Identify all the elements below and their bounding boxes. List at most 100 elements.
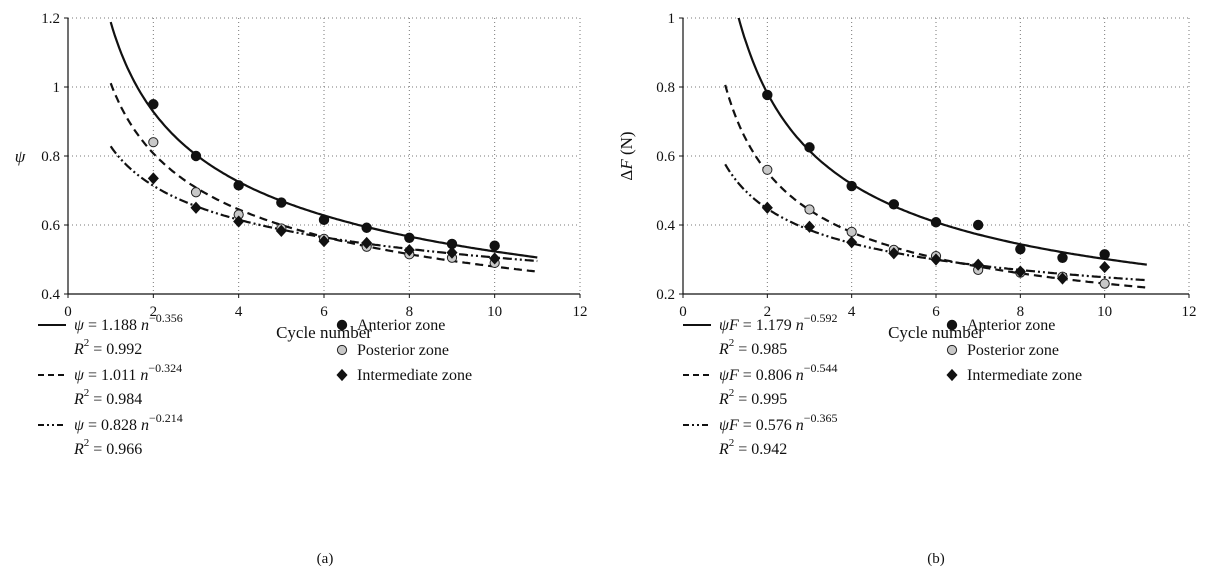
panel-b-point-anterior-zone xyxy=(1057,252,1068,263)
panel-a-point-intermediate-zone xyxy=(489,252,501,265)
panel-b-y-tick-label: 0.6 xyxy=(656,149,675,165)
panel-a-legend-lhs: ψ xyxy=(74,317,85,334)
panel-b-point-anterior-zone xyxy=(762,89,773,101)
panel-b-legend-n: n xyxy=(796,367,804,384)
panel-a-point-intermediate-zone xyxy=(403,244,415,257)
panel-b-point-intermediate-zone xyxy=(761,201,773,214)
panel-b-y-tick-label: 1 xyxy=(668,11,676,27)
panel-b-fit-curve-3 xyxy=(724,163,1147,282)
panel-b-legend-exponent: −0.365 xyxy=(804,411,838,425)
panel-b-legend-series-2: Posterior zone xyxy=(967,342,1059,359)
panel-a-legend-lhs: ψ xyxy=(74,367,85,384)
panel-b-point-anterior-zone xyxy=(1015,243,1026,255)
panel-b-y-tick-label: 0.4 xyxy=(656,218,675,234)
panel-a-y-axis-symbol: ψ xyxy=(15,147,26,166)
panel-b-point-anterior-zone xyxy=(1099,249,1110,260)
panel-b-legend-lhs: ψF xyxy=(719,417,739,434)
panel-a-legend-r2-2: R2 = 0.984 xyxy=(73,387,142,408)
panel-b-point-anterior-zone xyxy=(930,217,942,228)
panel-b-y-axis-delta: Δ xyxy=(617,170,636,181)
panel-a-legend-r-power: 2 xyxy=(84,437,90,449)
panel-b-legend-r2-value: = 0.995 xyxy=(734,391,787,408)
panel-b-x-tick-label: 10 xyxy=(1097,304,1112,320)
panel-a-point-anterior-zone xyxy=(190,150,202,162)
panel-b-point-anterior-zone xyxy=(972,219,984,231)
panel-a-y-tick-label: 1.2 xyxy=(41,11,60,27)
panel-b-legend-r: R xyxy=(718,391,729,408)
panel-a-point-anterior-zone xyxy=(276,197,287,208)
panel-a-legend-r2-3: R2 = 0.966 xyxy=(73,437,142,458)
panel-a-legend-r2-value: = 0.966 xyxy=(89,441,142,458)
panel-a-point-posterior-zone xyxy=(148,137,159,148)
panel-a-y-tick-label: 0.4 xyxy=(41,287,60,303)
panel-b-x-tick-label: 0 xyxy=(679,304,687,320)
panel-a-point-anterior-zone xyxy=(489,240,500,251)
panel-a-legend-n: n xyxy=(141,417,149,434)
panel-a-legend-n: n xyxy=(140,367,148,384)
panel-a-point-intermediate-zone xyxy=(275,224,287,237)
panel-b-legend-exponent: −0.592 xyxy=(804,311,838,325)
panel-a-x-tick-label: 8 xyxy=(406,304,414,320)
panel-a-legend-series-3: Intermediate zone xyxy=(357,367,472,384)
panel-b-point-posterior-zone xyxy=(846,226,857,237)
panel-a-legend-r-power: 2 xyxy=(84,337,90,349)
panel-a-x-axis-title: Cycle number xyxy=(276,323,372,342)
panel-a-legend-series-1: Anterior zone xyxy=(357,317,445,334)
panel-a-x-tick-label: 6 xyxy=(320,304,328,320)
panel-a-x-tick-label: 0 xyxy=(64,304,72,320)
panel-a-legend-equation-1: ψ = 1.188 n−0.356 xyxy=(74,311,183,334)
panel-a-point-intermediate-zone xyxy=(361,236,373,250)
panel-b-legend-r-power: 2 xyxy=(729,387,735,399)
panel-a-point-anterior-zone xyxy=(361,222,372,233)
panel-a-legend-equation-3: ψ = 0.828 n−0.214 xyxy=(74,411,183,434)
panel-b-point-posterior-zone xyxy=(1099,278,1110,289)
panel-b-y-tick-label: 0.8 xyxy=(656,80,675,96)
panel-b-legend-equation-3: ψF = 0.576 n−0.365 xyxy=(719,411,838,434)
panel-b-legend-equation-1: ψF = 1.179 n−0.592 xyxy=(719,311,838,334)
panel-a-point-anterior-zone xyxy=(148,99,159,110)
panel-a-point-intermediate-zone xyxy=(190,201,202,214)
panel-b-legend-r-power: 2 xyxy=(729,437,735,449)
panel-b-legend-series-1: Anterior zone xyxy=(967,317,1055,334)
panel-b-point-intermediate-zone xyxy=(1099,260,1111,274)
panel-a-legend-r2-value: = 0.984 xyxy=(89,391,142,408)
panel-a-x-tick-label: 4 xyxy=(235,304,243,320)
panel-a-x-tick-label: 10 xyxy=(487,304,502,320)
panel-b-x-axis-title: Cycle number xyxy=(888,323,984,342)
panel-b-legend-coef: = 0.806 xyxy=(739,367,796,384)
panel-b-legend-exponent: −0.544 xyxy=(804,361,838,375)
panel-b-point-intermediate-zone xyxy=(888,247,900,260)
panel-b-x-tick-label: 12 xyxy=(1182,304,1197,320)
panel-a-legend-equation-2: ψ = 1.011 n−0.324 xyxy=(74,361,182,384)
panel-b-point-intermediate-zone xyxy=(803,220,816,233)
panel-b-legend-r2-value: = 0.985 xyxy=(734,341,787,358)
panel-b-legend-r2-1: R2 = 0.985 xyxy=(718,337,787,358)
panel-a-legend-r-power: 2 xyxy=(84,387,90,399)
panel-b-x-tick-label: 6 xyxy=(932,304,940,320)
panel-a-x-tick-label: 12 xyxy=(573,304,588,320)
panel-a-legend-exponent: −0.324 xyxy=(148,361,182,375)
panel-a-point-posterior-zone xyxy=(190,187,202,198)
panel-b-legend-r2-3: R2 = 0.942 xyxy=(718,437,787,458)
panel-a-point-intermediate-zone xyxy=(233,215,245,228)
panel-a-y-tick-label: 1 xyxy=(53,80,61,96)
panel-b-point-posterior-zone xyxy=(804,204,815,215)
panel-b-point-intermediate-zone xyxy=(930,253,942,266)
panel-a-legend-r2-value: = 0.992 xyxy=(89,341,142,358)
panel-b-legend-r2-2: R2 = 0.995 xyxy=(718,387,787,408)
panel-a-y-tick-label: 0.8 xyxy=(41,149,60,165)
panel-b-legend-r: R xyxy=(718,441,729,458)
panel-b-y-tick-label: 0.2 xyxy=(656,287,675,303)
panel-a-point-intermediate-zone xyxy=(147,172,159,185)
panel-b-point-anterior-zone xyxy=(804,142,815,153)
panel-b-legend-lhs: ψF xyxy=(719,317,739,334)
panel-b-chart: 0 2 4 6 8 10 12 0.2 0.4 0.6 0.8 1 Cycle number ΔF (N)… xyxy=(617,11,1197,567)
panel-b-x-tick-label: 8 xyxy=(1017,304,1025,320)
panel-a-label: (a) xyxy=(317,551,334,567)
panel-b-legend-marker-1 xyxy=(946,319,958,331)
panel-a-legend-exponent: −0.356 xyxy=(149,311,183,325)
panel-a-legend-marker-3 xyxy=(336,368,348,382)
panel-b-label: (b) xyxy=(927,551,945,567)
panel-b-x-tick-label: 4 xyxy=(848,304,856,320)
